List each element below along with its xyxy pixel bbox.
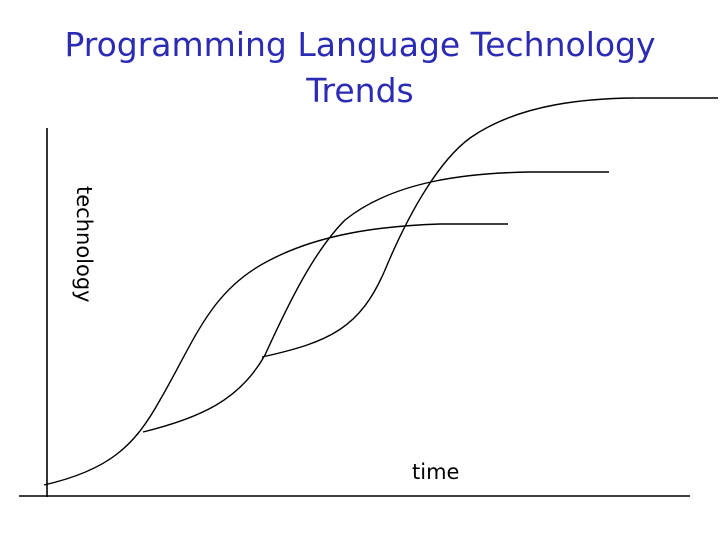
x-axis-label: time: [412, 460, 459, 484]
slide-title-line-1: Programming Language Technology: [64, 25, 656, 64]
s-curve-2: [142, 171, 609, 433]
s-curve-3: [261, 97, 718, 358]
slide-title-line-2: Trends: [306, 71, 414, 110]
s-curve-1: [43, 223, 508, 486]
slide-title: Programming Language Technology Trends: [0, 22, 720, 114]
y-axis-label: technology: [72, 186, 96, 303]
